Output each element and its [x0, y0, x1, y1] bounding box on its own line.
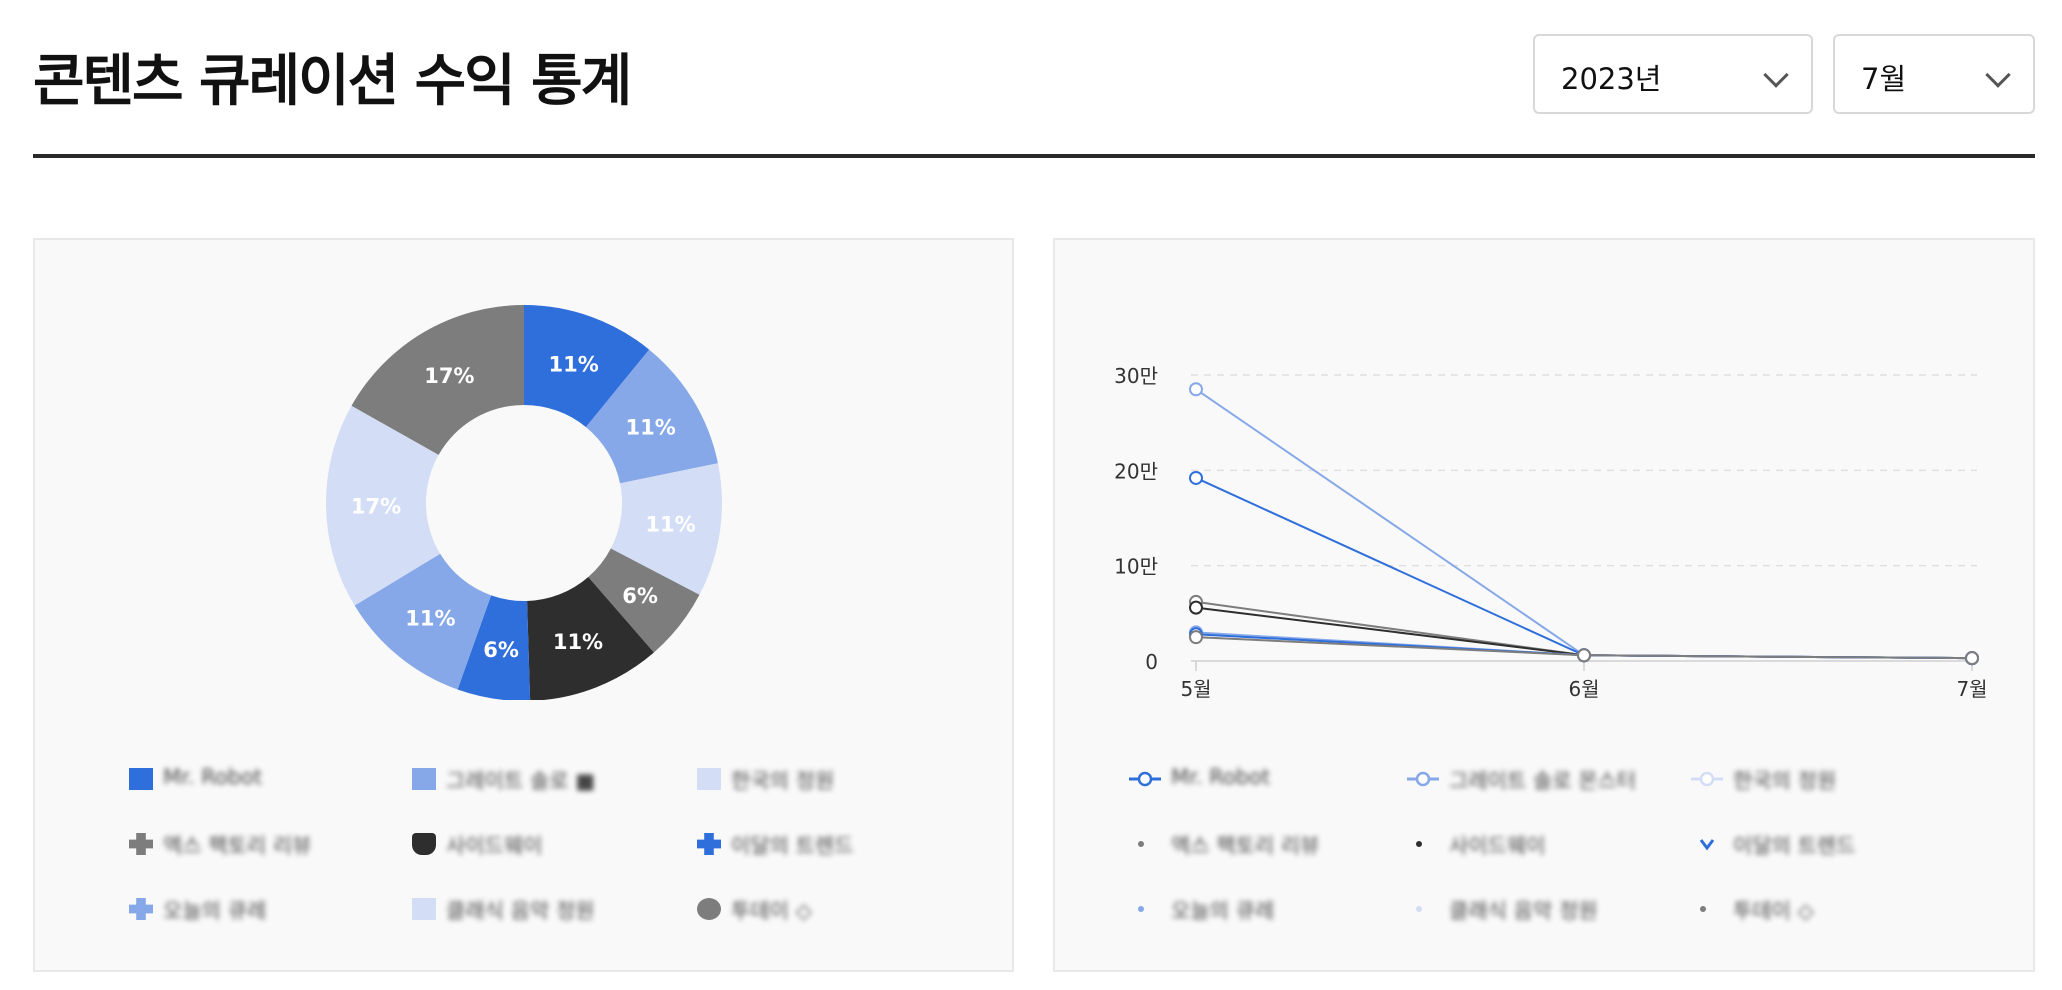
chevron-down-icon	[1763, 62, 1789, 88]
y-tick-label: 30만	[1114, 364, 1158, 388]
donut-chart: 11% 11% 11% 6% 11% 6% 11% 17% 17%	[325, 305, 723, 700]
year-select-value: 2023년	[1561, 62, 1662, 96]
legend-marker-icon	[1407, 771, 1439, 787]
legend-label: 한국의 정원	[731, 769, 835, 793]
data-point[interactable]	[1189, 630, 1203, 645]
legend-label: 엑스 팩토리 리뷰	[163, 834, 312, 858]
data-point[interactable]	[1577, 648, 1591, 663]
donut-slice[interactable]	[354, 553, 492, 690]
legend-label: 투데이 ◇	[1733, 899, 1814, 923]
legend-label: 사이드웨이	[446, 834, 543, 858]
legend-marker-icon	[697, 833, 721, 855]
legend-marker-icon	[697, 898, 721, 920]
month-select[interactable]: 7월	[1833, 34, 2035, 114]
month-select-value: 7월	[1861, 62, 1907, 96]
legend-label: 엑스 팩토리 리뷰	[1171, 834, 1320, 858]
donut-slice-label: 11%	[553, 630, 603, 654]
donut-slice-label: 17%	[424, 364, 474, 388]
donut-chart-panel: 11% 11% 11% 6% 11% 6% 11% 17% 17% Mr. Robot 그레이트 …	[33, 238, 1014, 972]
legend-marker-icon	[129, 898, 153, 920]
legend-label: 오늘의 큐레	[163, 899, 267, 923]
legend-marker-icon	[412, 898, 436, 920]
legend-label: 클래식 음악 정원	[446, 899, 595, 923]
data-point[interactable]	[1965, 651, 1979, 666]
donut-slice[interactable]	[524, 305, 650, 428]
legend-label: Mr. Robot	[163, 765, 263, 789]
x-tick-label: 7월	[1956, 677, 1987, 701]
legend-marker-icon	[1138, 906, 1144, 912]
donut-slice-label: 11%	[405, 607, 455, 631]
donut-slice[interactable]	[351, 305, 524, 455]
legend-marker-icon	[129, 768, 153, 790]
legend-marker-icon	[1691, 771, 1723, 787]
y-tick-label: 10만	[1114, 555, 1158, 579]
donut-slice[interactable]	[325, 405, 441, 606]
donut-slice[interactable]	[610, 463, 723, 595]
y-tick-label: 20만	[1114, 459, 1158, 483]
donut-slice[interactable]	[527, 576, 654, 700]
x-tick-label: 6월	[1568, 677, 1599, 701]
legend-marker-icon	[412, 768, 436, 790]
line-chart-panel: 0 10만 20만 30만 5월 6월 7월 Mr. Robot 그레이트 솔로 몬스터 한국의…	[1053, 238, 2035, 972]
legend-label: Mr. Robot	[1171, 765, 1271, 789]
legend-label: 사이드웨이	[1449, 834, 1546, 858]
legend-marker-icon	[1129, 771, 1161, 787]
legend-marker-icon	[697, 768, 721, 790]
donut-slice-label: 6%	[622, 584, 658, 608]
legend-label: 그레이트 솔로 ■	[446, 769, 596, 793]
legend-label: 오늘의 큐레	[1171, 899, 1275, 923]
donut-slice[interactable]	[585, 349, 718, 484]
donut-slice-label: 17%	[351, 494, 401, 518]
legend-label: 클래식 음악 정원	[1449, 899, 1598, 923]
year-select[interactable]: 2023년	[1533, 34, 1813, 114]
legend-label: 이달의 트렌드	[731, 834, 854, 858]
legend-marker-icon	[1416, 841, 1422, 847]
donut-slice-label: 6%	[483, 638, 519, 662]
legend-marker-icon	[129, 833, 153, 855]
data-point[interactable]	[1189, 382, 1203, 397]
data-point[interactable]	[1189, 470, 1203, 485]
legend-marker-icon	[1700, 906, 1706, 912]
data-point[interactable]	[1189, 600, 1203, 615]
legend-marker-icon	[1138, 841, 1144, 847]
series-line[interactable]	[1195, 477, 1973, 660]
donut-slice[interactable]	[588, 548, 700, 653]
legend-marker-icon	[1416, 906, 1422, 912]
legend-label: 투데이 ◇	[731, 899, 812, 923]
legend-label: 한국의 정원	[1733, 769, 1837, 793]
page-header: 콘텐츠 큐레이션 수익 통계	[33, 0, 2035, 158]
donut-slice-label: 11%	[625, 415, 675, 439]
y-tick-label: 0	[1145, 650, 1158, 674]
legend-label: 이달의 트렌드	[1733, 834, 1856, 858]
x-tick-label: 5월	[1180, 677, 1211, 701]
legend-marker-icon	[412, 833, 436, 855]
donut-slice-label: 11%	[645, 513, 695, 537]
donut-slice-label: 11%	[549, 353, 599, 377]
legend-marker-icon	[1699, 839, 1715, 851]
legend-label: 그레이트 솔로 몬스터	[1449, 769, 1637, 793]
donut-slice[interactable]	[457, 595, 531, 700]
page-title: 콘텐츠 큐레이션 수익 통계	[33, 49, 632, 114]
chevron-down-icon	[1985, 62, 2011, 88]
line-chart: 0 10만 20만 30만 5월 6월 7월	[1114, 364, 1987, 701]
